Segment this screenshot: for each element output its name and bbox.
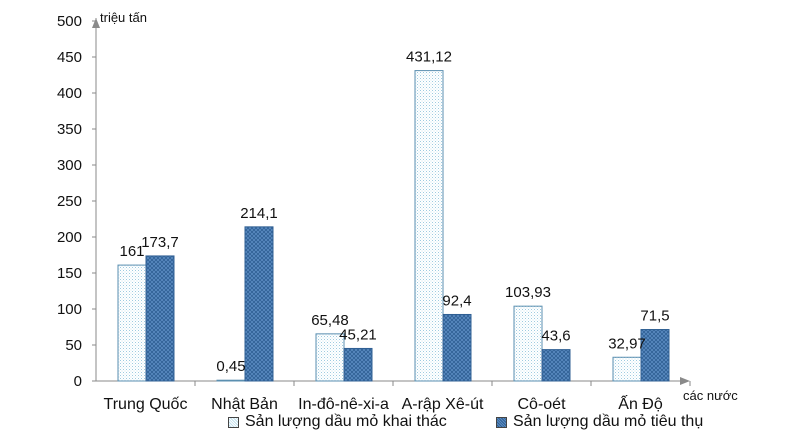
data-label-extraction: 161	[119, 243, 144, 260]
x-tick-label: A-rập Xê-út	[402, 396, 484, 413]
x-tick-label: Ấn Độ	[618, 394, 663, 413]
y-tick-label: 150	[57, 265, 82, 282]
y-tick-label: 100	[57, 301, 82, 318]
y-tick-label: 200	[57, 229, 82, 246]
bar-consumption	[244, 226, 274, 382]
x-tick-label: In-đô-nê-xi-a	[298, 396, 389, 413]
bar-extraction	[315, 333, 345, 382]
y-tick-label: 0	[74, 373, 82, 390]
bar-extraction	[216, 379, 246, 382]
y-tick-label: 50	[65, 337, 82, 354]
x-tick-label: Cô-oét	[517, 396, 566, 413]
bar-extraction	[414, 70, 444, 382]
data-label-consumption: 173,7	[141, 234, 179, 251]
legend-label-extraction: Sản lượng dầu mỏ khai thác	[245, 413, 447, 430]
y-tick-label: 450	[57, 49, 82, 66]
x-axis-arrow	[680, 377, 690, 385]
bar-consumption	[640, 329, 670, 382]
legend-item-extraction: Sản lượng dầu mỏ khai thác	[228, 413, 447, 431]
legend-swatch-extraction	[228, 416, 239, 428]
y-tick-label: 400	[57, 85, 82, 102]
x-tick-label: Nhật Bản	[211, 396, 278, 413]
bar-consumption	[541, 349, 571, 382]
x-tick-label: Trung Quốc	[104, 396, 188, 413]
x-axis-label: các nước	[683, 388, 738, 403]
data-label-consumption: 71,5	[640, 308, 669, 325]
legend-label-consumption: Sản lượng dầu mỏ tiêu thụ	[513, 413, 704, 430]
data-label-extraction: 32,97	[608, 335, 646, 352]
y-tick-label: 500	[57, 13, 82, 30]
bar-consumption	[145, 255, 175, 382]
data-label-consumption: 43,6	[541, 328, 570, 345]
bar-consumption	[343, 347, 373, 382]
data-label-extraction: 0,45	[216, 358, 245, 375]
data-label-consumption: 45,21	[339, 326, 377, 343]
bar-extraction	[117, 264, 147, 382]
data-label-consumption: 214,1	[240, 205, 278, 222]
legend-swatch-consumption	[496, 416, 507, 428]
data-label-extraction: 431,12	[406, 49, 452, 66]
y-tick-label: 300	[57, 157, 82, 174]
legend: Sản lượng dầu mỏ khai thác Sản lượng dầu…	[0, 413, 795, 443]
bar-chart: 0 50 100 150 200 250 300 350 400 450 500 triệu tấn c…	[57, 10, 738, 413]
data-label-consumption: 92,4	[442, 292, 471, 309]
y-axis-arrow	[92, 18, 100, 28]
data-label-extraction: 103,93	[505, 284, 551, 301]
legend-item-consumption: Sản lượng dầu mỏ tiêu thụ	[496, 413, 703, 431]
bar-consumption	[442, 313, 472, 382]
data-label-extraction: 65,48	[311, 312, 349, 329]
bar-extraction	[513, 305, 543, 382]
y-axis-label: triệu tấn	[100, 10, 147, 25]
y-tick-label: 250	[57, 193, 82, 210]
bar-extraction	[612, 356, 642, 382]
y-tick-label: 350	[57, 121, 82, 138]
